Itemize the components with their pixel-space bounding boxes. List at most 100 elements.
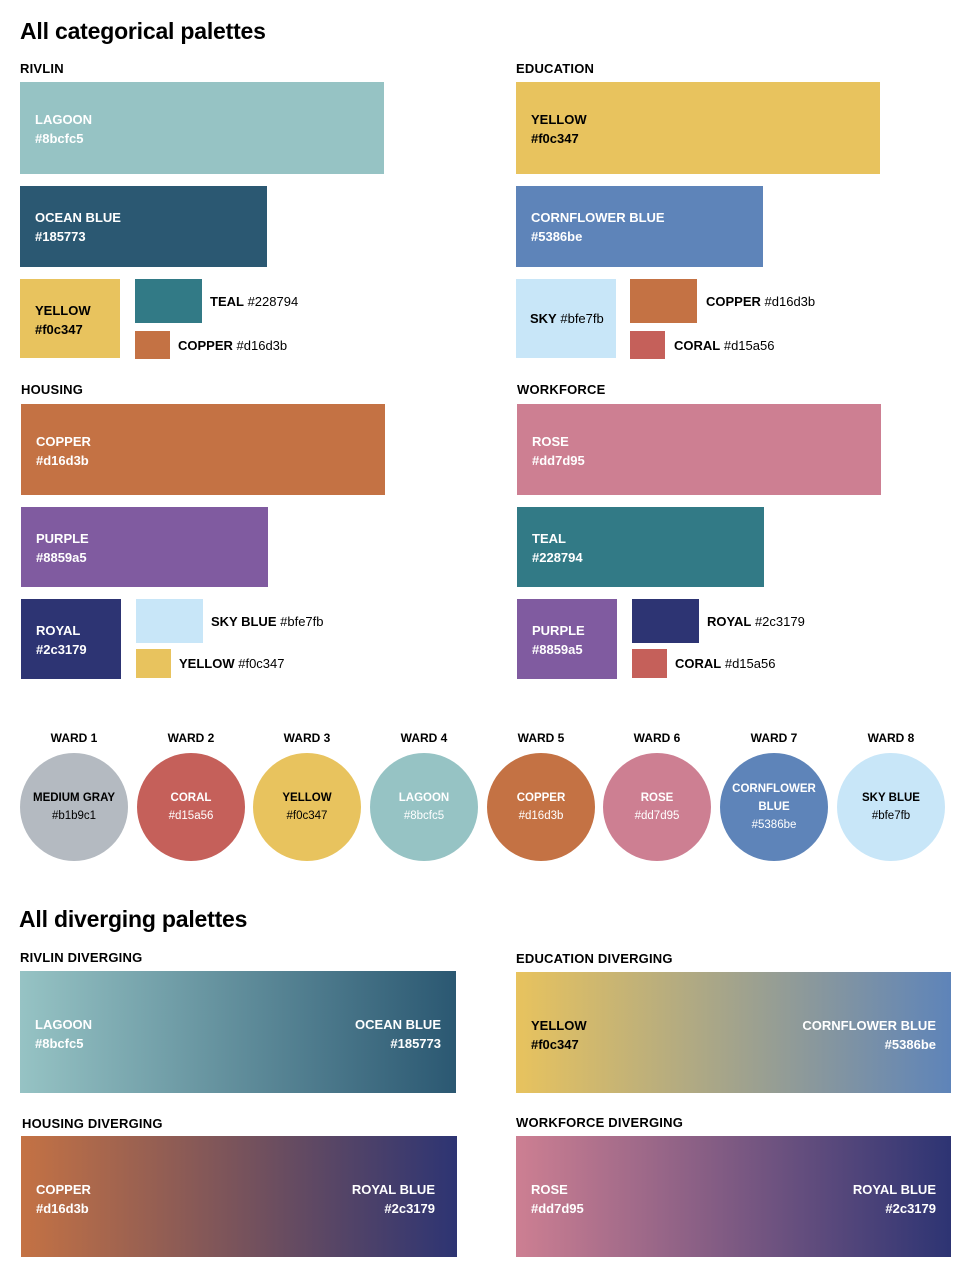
gradient-left-hex: #dd7d95	[531, 1201, 584, 1216]
gradient-left-hex: #d16d3b	[36, 1201, 89, 1216]
palette-label-education-diverging: EDUCATION DIVERGING	[516, 951, 673, 966]
swatch-hex: #d16d3b	[236, 338, 288, 353]
swatch-hex: #bfe7fb	[560, 311, 604, 326]
gradient-right-hex: #2c3179	[384, 1201, 435, 1216]
swatch-hex: #f0c347	[531, 131, 579, 146]
ward-color-name: CORNFLOWER BLUE	[732, 783, 816, 813]
swatch-hex: #8859a5	[36, 550, 87, 565]
ward-color-hex: #d15a56	[168, 810, 214, 822]
housing-swatch-3: ROYAL #2c3179	[21, 599, 121, 679]
categorical-heading: All categorical palettes	[20, 18, 266, 44]
gradient-right-hex: #185773	[390, 1036, 441, 1051]
gradient-left-hex: #f0c347	[531, 1037, 579, 1052]
housing-swatch-4-label: SKY BLUE #bfe7fb	[211, 614, 324, 630]
swatch-hex: #2c3179	[36, 642, 87, 657]
ward-color-name: LAGOON	[398, 792, 450, 804]
ward-color-name: CORAL	[170, 792, 212, 804]
ward-color-hex: #b1b9c1	[51, 810, 97, 822]
ward-circle: COPPER #d16d3b	[487, 753, 595, 861]
swatch-hex: #dd7d95	[532, 453, 585, 468]
swatch-hex: #8bcfc5	[35, 131, 84, 146]
palette-label-housing-diverging: HOUSING DIVERGING	[22, 1116, 163, 1131]
ward-label: WARD 5	[517, 731, 565, 745]
gradient-right-name: ROYAL BLUE	[351, 1182, 435, 1197]
housing-diverging-gradient: COPPER #d16d3b ROYAL BLUE #2c3179	[21, 1136, 457, 1257]
housing-swatch-5-label: YELLOW #f0c347	[179, 656, 285, 672]
rivlin-swatch-4	[135, 279, 202, 323]
swatch-name: CORAL	[674, 338, 721, 353]
ward-circle: ROSE #dd7d95	[603, 753, 711, 861]
ward-circle: CORAL #d15a56	[137, 753, 245, 861]
ward-2: WARD 2 CORAL #d15a56	[137, 729, 245, 861]
ward-color-hex: #bfe7fb	[871, 810, 911, 822]
ward-4: WARD 4 LAGOON #8bcfc5	[370, 729, 478, 861]
palette-label-education: EDUCATION	[516, 61, 595, 76]
ward-6: WARD 6 ROSE #dd7d95	[603, 729, 711, 861]
swatch-name: PURPLE	[36, 531, 89, 546]
ward-3: WARD 3 YELLOW #f0c347	[253, 729, 361, 861]
rivlin-swatch-5-label: COPPER #d16d3b	[178, 338, 287, 354]
swatch-hex: #d15a56	[724, 656, 776, 671]
ward-label: WARD 4	[400, 731, 448, 745]
housing-swatch-4	[136, 599, 203, 643]
ward-color-name: SKY BLUE	[862, 792, 920, 804]
swatch-hex: #d15a56	[723, 338, 775, 353]
education-swatch-1: YELLOW #f0c347	[516, 82, 880, 174]
swatch-hex: #f0c347	[238, 656, 285, 671]
swatch-name: ROYAL	[707, 614, 752, 629]
housing-swatch-5	[136, 649, 171, 678]
diverging-heading: All diverging palettes	[19, 906, 248, 932]
workforce-swatch-1: ROSE #dd7d95	[517, 404, 881, 495]
gradient-right-name: CORNFLOWER BLUE	[802, 1018, 936, 1033]
gradient-right-name: ROYAL BLUE	[852, 1182, 936, 1197]
ward-label: WARD 6	[633, 731, 681, 745]
gradient-left-name: COPPER	[36, 1182, 91, 1197]
swatch-name: CORNFLOWER BLUE	[531, 210, 665, 225]
palette-label-workforce-diverging: WORKFORCE DIVERGING	[516, 1115, 684, 1130]
swatch-hex: #bfe7fb	[280, 614, 324, 629]
ward-5: WARD 5 COPPER #d16d3b	[487, 729, 595, 861]
swatch-name: ROYAL	[36, 623, 81, 638]
swatch-name: LAGOON	[35, 112, 93, 127]
ward-color-hex: #d16d3b	[518, 810, 564, 822]
ward-color-hex: #5386be	[751, 819, 797, 831]
education-swatch-5-label: CORAL #d15a56	[674, 338, 774, 354]
ward-circle: LAGOON #8bcfc5	[370, 753, 478, 861]
education-swatch-2: CORNFLOWER BLUE #5386be	[516, 186, 763, 267]
gradient-right-name: OCEAN BLUE	[355, 1017, 441, 1032]
gradient-left-name: ROSE	[531, 1182, 568, 1197]
rivlin-swatch-3: YELLOW #f0c347	[20, 279, 120, 358]
workforce-swatch-4	[632, 599, 699, 643]
ward-label: WARD 2	[167, 731, 215, 745]
swatch-hex: #228794	[532, 550, 583, 565]
gradient-right-hex: #2c3179	[885, 1201, 936, 1216]
gradient-left-name: LAGOON	[35, 1017, 93, 1032]
swatch-name: PURPLE	[532, 623, 585, 638]
ward-color-name: COPPER	[516, 792, 566, 804]
swatch-hex: #d16d3b	[764, 294, 816, 309]
swatch-name: YELLOW	[179, 656, 235, 671]
education-swatch-5	[630, 331, 665, 359]
swatch-name: SKY BLUE	[211, 614, 277, 629]
ward-circle: YELLOW #f0c347	[253, 753, 361, 861]
swatch-name: COPPER	[36, 434, 91, 449]
swatch-name: ROSE	[532, 434, 569, 449]
palette-label-rivlin: RIVLIN	[20, 61, 64, 76]
swatch-hex: #185773	[35, 229, 86, 244]
rivlin-swatch-5	[135, 331, 170, 359]
housing-swatch-2: PURPLE #8859a5	[21, 507, 268, 587]
swatch-name: CORAL	[675, 656, 722, 671]
gradient-right-hex: #5386be	[884, 1037, 936, 1052]
swatch-name: SKY	[530, 311, 557, 326]
workforce-diverging-gradient: ROSE #dd7d95 ROYAL BLUE #2c3179	[516, 1136, 951, 1257]
workforce-swatch-3: PURPLE #8859a5	[517, 599, 617, 679]
swatch-hex: #5386be	[531, 229, 583, 244]
swatch-hex: #2c3179	[754, 614, 805, 629]
swatch-hex: #228794	[247, 294, 299, 309]
rivlin-swatch-4-label: TEAL #228794	[210, 294, 298, 310]
workforce-swatch-2: TEAL #228794	[517, 507, 764, 587]
ward-label: WARD 3	[283, 731, 331, 745]
ward-color-name: YELLOW	[282, 792, 332, 804]
ward-label: WARD 7	[750, 731, 798, 745]
ward-color-hex: #f0c347	[286, 810, 328, 822]
